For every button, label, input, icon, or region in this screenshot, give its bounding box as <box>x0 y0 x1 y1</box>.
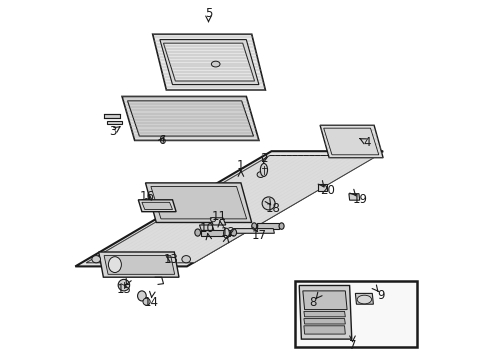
Ellipse shape <box>142 298 150 305</box>
Polygon shape <box>152 34 265 90</box>
Ellipse shape <box>230 229 236 236</box>
Ellipse shape <box>223 228 229 238</box>
Text: 8: 8 <box>308 296 316 309</box>
Text: 12: 12 <box>221 226 235 239</box>
Polygon shape <box>302 291 346 310</box>
Text: 13: 13 <box>163 253 178 266</box>
Text: 3: 3 <box>109 125 117 138</box>
Polygon shape <box>257 223 278 229</box>
Ellipse shape <box>108 257 121 273</box>
Polygon shape <box>233 229 274 233</box>
Polygon shape <box>107 121 122 124</box>
Ellipse shape <box>137 291 146 301</box>
Text: 17: 17 <box>251 229 266 242</box>
Polygon shape <box>138 200 176 212</box>
Polygon shape <box>160 40 258 85</box>
Text: 19: 19 <box>351 193 366 206</box>
Polygon shape <box>104 114 120 118</box>
Text: 11: 11 <box>211 210 226 222</box>
Ellipse shape <box>251 223 256 229</box>
Ellipse shape <box>260 163 267 176</box>
Bar <box>294 281 416 347</box>
Text: 18: 18 <box>265 202 280 215</box>
Text: 15: 15 <box>116 283 131 296</box>
Polygon shape <box>303 319 345 324</box>
Text: 6: 6 <box>158 134 165 147</box>
Ellipse shape <box>279 223 284 229</box>
Text: 4: 4 <box>363 136 370 149</box>
Ellipse shape <box>262 197 275 210</box>
Ellipse shape <box>182 256 190 263</box>
Polygon shape <box>163 43 254 81</box>
Polygon shape <box>86 156 377 263</box>
Polygon shape <box>99 252 179 277</box>
Polygon shape <box>355 293 373 304</box>
Polygon shape <box>142 202 172 210</box>
Polygon shape <box>201 230 230 236</box>
Text: 2: 2 <box>260 152 267 165</box>
Polygon shape <box>348 194 359 200</box>
Polygon shape <box>210 218 225 225</box>
Text: 1: 1 <box>237 159 244 172</box>
Text: 16: 16 <box>140 190 155 203</box>
Polygon shape <box>299 285 351 339</box>
Text: 10: 10 <box>199 222 214 235</box>
Polygon shape <box>104 256 174 274</box>
Polygon shape <box>151 186 246 219</box>
Ellipse shape <box>118 279 129 291</box>
Ellipse shape <box>92 256 101 263</box>
Text: 7: 7 <box>348 339 356 352</box>
Polygon shape <box>75 151 382 266</box>
Ellipse shape <box>356 295 371 304</box>
Ellipse shape <box>257 172 264 177</box>
Polygon shape <box>320 125 382 158</box>
Polygon shape <box>145 183 251 222</box>
Polygon shape <box>323 128 378 155</box>
Polygon shape <box>303 311 345 317</box>
Polygon shape <box>317 184 326 191</box>
Polygon shape <box>303 326 345 334</box>
Text: 5: 5 <box>204 7 212 20</box>
Text: 14: 14 <box>143 296 158 309</box>
Ellipse shape <box>211 61 220 67</box>
Ellipse shape <box>210 217 215 222</box>
Ellipse shape <box>194 229 200 236</box>
Polygon shape <box>127 101 253 136</box>
Text: 9: 9 <box>377 289 384 302</box>
Polygon shape <box>199 225 213 230</box>
Text: 20: 20 <box>319 184 334 197</box>
Polygon shape <box>122 96 258 140</box>
